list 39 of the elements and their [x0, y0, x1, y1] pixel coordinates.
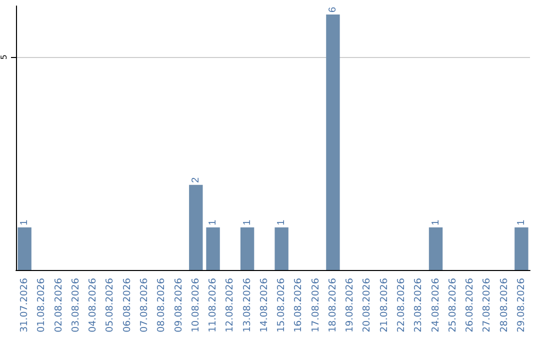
x-tick-label: 08.08.2026 — [156, 278, 168, 332]
x-tick-label: 14.08.2026 — [258, 278, 270, 332]
data-label: 6 — [327, 6, 338, 13]
x-tick-label: 05.08.2026 — [104, 278, 116, 332]
x-tick-label: 13.08.2026 — [242, 278, 253, 332]
x-tick-label: 22.08.2026 — [396, 278, 407, 332]
data-label: 2 — [190, 176, 202, 183]
x-tick-label: 16.08.2026 — [293, 278, 304, 332]
data-label: 1 — [208, 219, 219, 226]
x-tick-label: 03.08.2026 — [70, 278, 82, 332]
x-tick-label: 25.08.2026 — [447, 278, 458, 332]
x-tick-label: 23.08.2026 — [413, 278, 424, 332]
x-tick-label: 04.08.2026 — [88, 278, 99, 332]
x-tick-label: 07.08.2026 — [139, 278, 150, 332]
x-tick-label: 02.08.2026 — [53, 278, 64, 332]
x-tick-label: 09.08.2026 — [173, 278, 184, 332]
x-tick-label: 15.08.2026 — [276, 278, 288, 332]
data-label: 1 — [276, 219, 288, 226]
x-tick-label: 19.08.2026 — [344, 278, 356, 332]
x-tick-label: 27.08.2026 — [482, 278, 493, 332]
x-tick-label: 11.08.2026 — [208, 278, 219, 332]
data-label: 1 — [516, 219, 527, 226]
x-tick-label: 01.08.2026 — [36, 278, 48, 332]
x-tick-label: 20.08.2026 — [362, 278, 373, 332]
x-tick-label: 18.08.2026 — [327, 278, 338, 332]
y-tick-label: 5 — [0, 54, 8, 60]
x-tick-label: 31.07.2026 — [19, 278, 30, 332]
x-tick-label: 29.08.2026 — [516, 278, 527, 332]
x-tick-label: 10.08.2026 — [190, 278, 202, 332]
x-tick-label: 17.08.2026 — [310, 278, 322, 332]
data-label: 1 — [430, 219, 442, 226]
data-label: 1 — [242, 219, 253, 226]
x-tick-label: 24.08.2026 — [430, 278, 442, 332]
x-tick-label: 28.08.2026 — [498, 278, 510, 332]
data-label: 1 — [19, 219, 30, 226]
x-tick-label: 12.08.2026 — [224, 278, 236, 332]
x-tick-label: 06.08.2026 — [122, 278, 133, 332]
x-tick-label: 26.08.2026 — [464, 278, 476, 332]
x-tick-label: 21.08.2026 — [378, 278, 390, 332]
